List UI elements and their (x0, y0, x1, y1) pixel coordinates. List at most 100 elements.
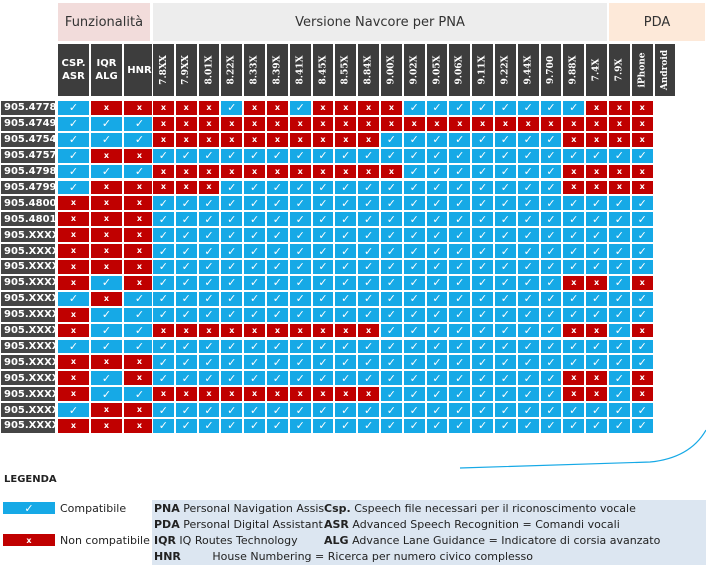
cross-icon: x (103, 420, 110, 430)
feature-column-header: HNR (123, 43, 156, 97)
not-compatible-cell: x (152, 322, 175, 339)
check-icon: ✓ (591, 355, 602, 369)
check-icon: ✓ (523, 355, 533, 369)
check-icon: ✓ (500, 276, 510, 290)
check-icon: ✓ (272, 339, 282, 353)
not-compatible-cell: x (562, 131, 586, 148)
compatible-cell: ✓ (311, 418, 335, 434)
not-compatible-cell: x (197, 115, 221, 132)
cross-icon: x (136, 198, 143, 208)
version-label: 7.9X (614, 58, 625, 82)
check-icon: ✓ (204, 244, 214, 258)
compatible-cell: ✓ (425, 402, 449, 418)
check-icon: ✓ (614, 371, 624, 385)
cross-icon: x (480, 118, 486, 128)
check-icon: ✓ (546, 339, 556, 353)
compatible-cell: ✓ (471, 243, 494, 259)
not-compatible-cell: x (266, 386, 289, 403)
version-label: 9.44X (523, 55, 534, 85)
compatible-cell: ✓ (402, 274, 426, 291)
cross-icon: x (103, 357, 110, 367)
compatible-cell: ✓ (380, 195, 403, 212)
check-icon: ✓ (455, 355, 465, 369)
not-compatible-cell: x (630, 274, 654, 291)
version-label: 8.01X (204, 55, 214, 85)
check-icon: ✓ (614, 308, 624, 322)
cross-icon: x (639, 166, 645, 176)
check-icon: ✓ (227, 212, 237, 226)
check-icon: ✓ (409, 355, 419, 369)
compatible-cell: ✓ (152, 402, 175, 418)
version-column-header: 9.02X (402, 43, 426, 97)
compatible-cell: ✓ (174, 354, 198, 371)
not-compatible-cell: x (585, 322, 608, 339)
compatible-cell: ✓ (608, 259, 631, 275)
check-icon: ✓ (432, 308, 442, 322)
compatible-cell: ✓ (608, 370, 631, 387)
check-icon: ✓ (101, 339, 112, 353)
row-label: 905.4800 (0, 195, 57, 212)
check-icon: ✓ (134, 339, 145, 353)
check-icon: ✓ (249, 196, 260, 210)
compatible-cell: ✓ (630, 402, 654, 418)
check-icon: ✓ (101, 387, 112, 401)
cross-icon: x (457, 118, 463, 128)
navcore-group-header: Versione Navcore per PNA (152, 2, 608, 42)
check-icon: ✓ (500, 180, 510, 194)
compatible-cell: ✓ (402, 243, 426, 259)
compatible-cell: ✓ (425, 290, 449, 307)
check-icon: ✓ (158, 292, 168, 306)
compatible-cell: ✓ (220, 227, 244, 244)
cross-icon: x (366, 389, 372, 399)
check-icon: ✓ (341, 149, 351, 163)
check-icon: ✓ (101, 165, 112, 179)
row-label: 905.XXXX (0, 259, 60, 275)
compatible-cell: ✓ (448, 243, 472, 259)
compatible-cell: ✓ (448, 386, 472, 403)
compatible-cell: ✓ (220, 402, 244, 418)
check-icon: ✓ (432, 165, 442, 179)
not-compatible-cell: x (562, 322, 586, 339)
check-icon: ✓ (272, 180, 282, 194)
check-icon: ✓ (181, 419, 191, 433)
cross-icon: x (70, 389, 77, 399)
not-compatible-cell: x (123, 370, 156, 387)
compatible-cell: ✓ (585, 147, 608, 164)
compatible-cell: ✓ (494, 386, 517, 403)
check-icon: ✓ (477, 260, 488, 274)
not-compatible-cell: x (266, 115, 289, 132)
check-icon: ✓ (477, 101, 488, 115)
check-icon: ✓ (181, 244, 191, 258)
compatible-cell: ✓ (516, 211, 540, 228)
version-column-header: 9.700 (539, 43, 563, 97)
check-icon: ✓ (409, 149, 419, 163)
check-icon: ✓ (158, 212, 168, 226)
compatible-cell: ✓ (402, 100, 426, 116)
compatible-cell: ✓ (57, 402, 90, 418)
compatible-cell: ✓ (402, 163, 426, 180)
compatible-cell: ✓ (471, 354, 494, 371)
cross-icon: x (70, 325, 77, 335)
compatible-cell: ✓ (90, 338, 123, 355)
cross-icon: x (183, 325, 189, 335)
compatible-cell: ✓ (494, 259, 517, 275)
cross-icon: x (206, 118, 212, 128)
compatible-cell: ✓ (516, 418, 540, 434)
version-column-header: 8.01X (197, 43, 221, 97)
check-icon: ✓ (386, 355, 396, 369)
compatible-cell: ✓ (57, 147, 90, 164)
cross-icon: x (525, 118, 531, 128)
compatible-cell: ✓ (630, 227, 654, 244)
compatible-cell: ✓ (562, 418, 586, 434)
not-compatible-cell: x (220, 115, 244, 132)
compatible-cell: ✓ (90, 370, 123, 387)
compatible-cell: ✓ (380, 370, 403, 387)
compatible-cell: ✓ (471, 290, 494, 307)
compatible-cell: ✓ (174, 227, 198, 244)
compatible-cell: ✓ (402, 211, 426, 228)
compatible-cell: ✓ (57, 131, 90, 148)
compatible-cell: ✓ (357, 306, 380, 323)
check-icon: ✓ (341, 403, 351, 417)
version-column-header: iPhone (630, 43, 654, 97)
compatible-cell: ✓ (402, 386, 426, 403)
